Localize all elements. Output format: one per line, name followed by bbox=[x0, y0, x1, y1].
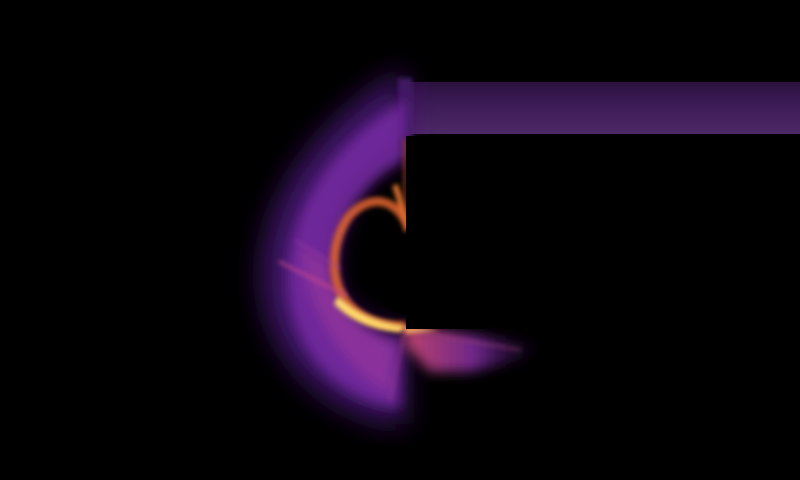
streaks bbox=[278, 138, 521, 401]
purple-shell bbox=[287, 100, 405, 408]
central-cavity bbox=[372, 136, 800, 329]
beam-band bbox=[405, 82, 800, 134]
